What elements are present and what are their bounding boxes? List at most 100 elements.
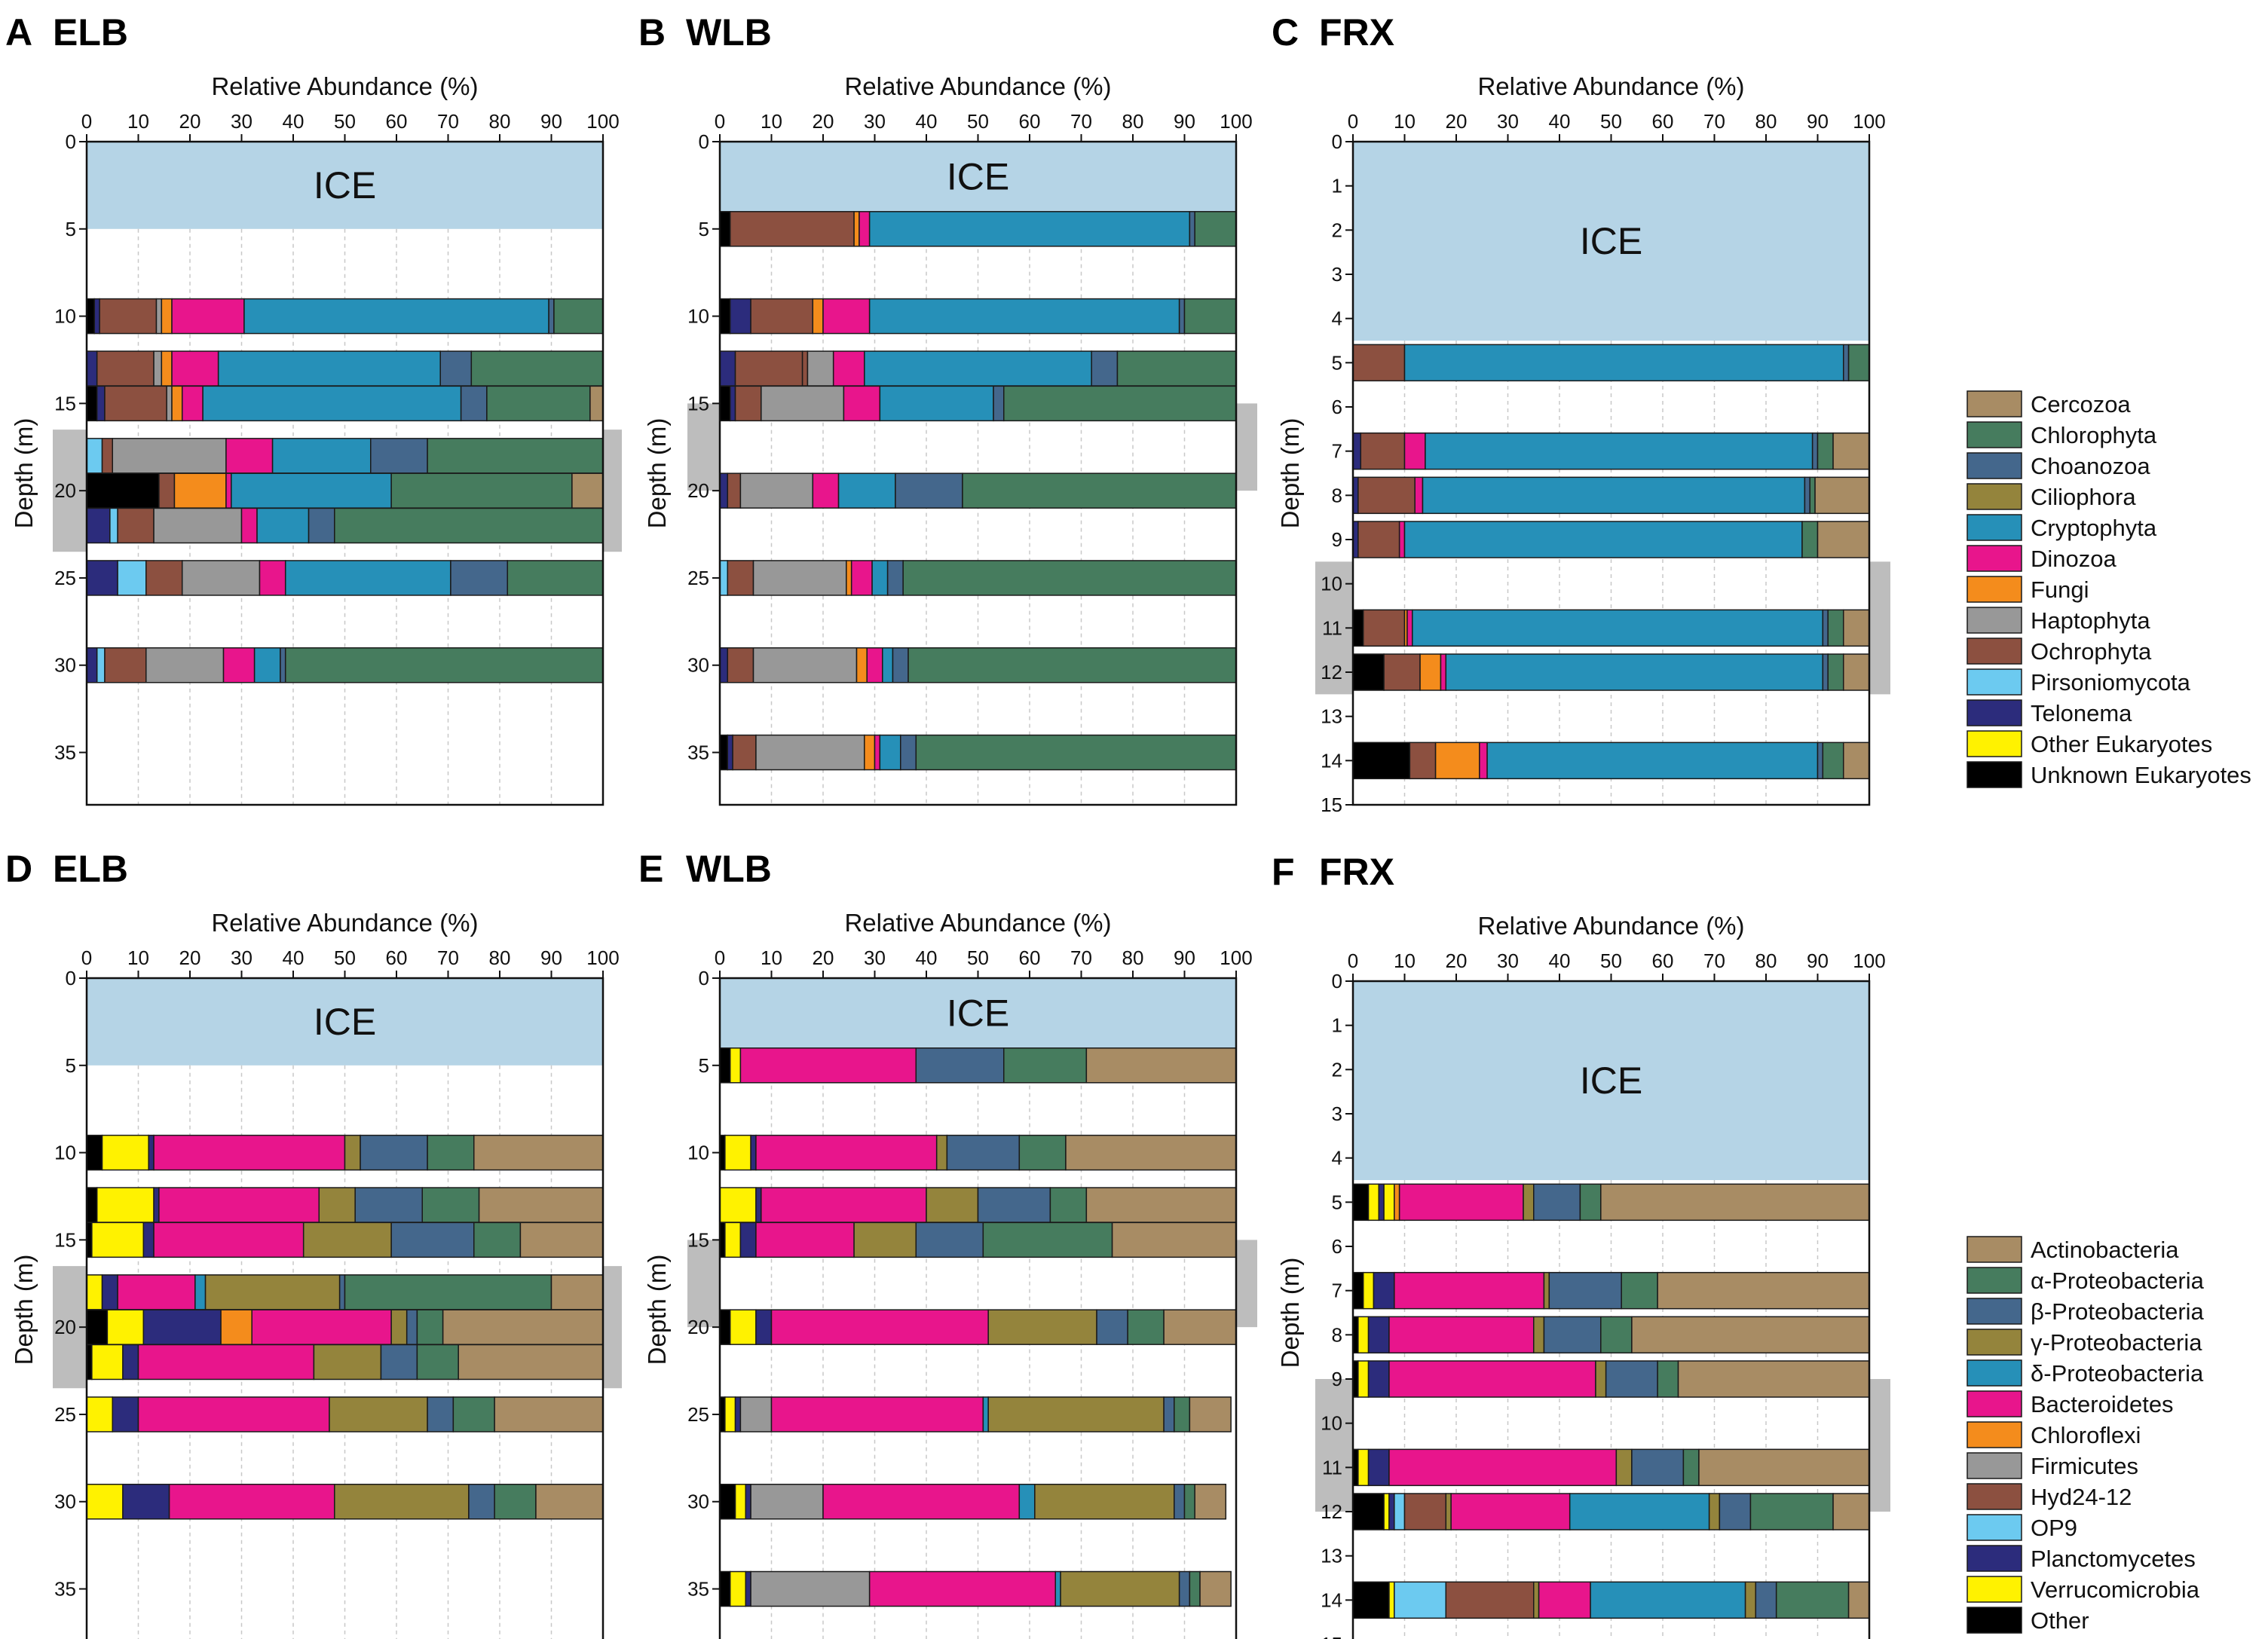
bar-segment-chlorophyta [902, 560, 1237, 596]
bar-segment-α-proteobacteria [1127, 1309, 1165, 1345]
bar-segment-unknown-eukaryotes [1352, 609, 1364, 647]
bar-segment-chlorophyta [1822, 742, 1844, 780]
legend-swatch [1967, 1483, 2022, 1510]
x-tick-label: 40 [1549, 949, 1571, 972]
bar-segment-telonema [93, 298, 100, 335]
bar-depth-35 [719, 1570, 1232, 1607]
y-tick-label: 3 [1332, 263, 1342, 286]
y-tick-label: 0 [699, 967, 709, 989]
bar-segment-fungi [161, 350, 173, 387]
y-tick-label: 35 [54, 1578, 76, 1601]
bar-segment-cercozoa [589, 385, 604, 422]
bar-segment-fungi [171, 385, 183, 422]
bar-depth-5 [1352, 1183, 1870, 1222]
y-tick-label: 25 [687, 567, 709, 589]
bar-segment-haptophyta [153, 507, 243, 544]
legend-swatch [1967, 1236, 2022, 1263]
bar-segment-planctomycetes [1367, 1448, 1390, 1487]
legend-entry: Chlorophyta [1967, 421, 2157, 448]
bar-segment-cryptophyta [868, 298, 1180, 335]
bar-segment-γ-proteobacteria [334, 1483, 470, 1520]
bar-segment-ochrophyta [734, 385, 762, 422]
x-axis-title: Relative Abundance (%) [211, 72, 478, 100]
bar-segment-cryptophyta [284, 560, 451, 596]
bar-segment-telonema [86, 350, 98, 387]
bar-segment-cryptophyta [253, 647, 281, 683]
x-tick-label: 100 [1220, 946, 1252, 969]
y-tick-label: 15 [1321, 1633, 1342, 1639]
bar-segment-verrucomicrobia [724, 1134, 751, 1171]
bar-segment-ochrophyta [1409, 742, 1437, 780]
bar-segment-dinozoa [171, 350, 219, 387]
bar-depth-11 [1352, 1448, 1870, 1487]
bar-segment-cryptophyta [1403, 344, 1844, 382]
bar-segment-actinobacteria [1199, 1570, 1232, 1607]
y-tick-label: 30 [687, 654, 709, 677]
bar-depth-9 [1352, 1360, 1870, 1398]
bar-segment-actinobacteria [1085, 1047, 1237, 1084]
x-tick-label: 10 [761, 946, 782, 969]
bar-segment-choanozoa [1811, 432, 1819, 470]
legend-entry: Hyd24-12 [1967, 1483, 2132, 1510]
bar-segment-γ-proteobacteria [987, 1396, 1165, 1433]
y-tick-label: 5 [66, 1054, 76, 1077]
bar-depth-7 [1352, 432, 1870, 470]
legend-label: β-Proteobacteria [2031, 1298, 2205, 1325]
bar-segment-choanozoa [450, 560, 509, 596]
bar-segment-haptophyta [755, 734, 865, 771]
x-tick-label: 30 [231, 110, 253, 133]
x-tick-label: 80 [1755, 110, 1777, 133]
bar-segment-verrucomicrobia [729, 1309, 757, 1345]
bar-depth-18 [86, 1274, 604, 1310]
bar-segment-cryptophyta [871, 560, 889, 596]
bar-depth-25 [719, 560, 1237, 596]
bar-segment-verrucomicrobia [106, 1309, 145, 1345]
bar-segment-bacteroidetes [1388, 1360, 1596, 1398]
bar-segment-pirsoniomycota [86, 438, 103, 474]
legend-swatch [1967, 1390, 2022, 1417]
bar-segment-ochrophyta [727, 472, 742, 509]
x-tick-label: 90 [1174, 110, 1195, 133]
bar-segment-choanozoa [1178, 298, 1186, 335]
bar-segment-chlorophyta [470, 350, 604, 387]
y-tick-label: 10 [687, 1142, 709, 1164]
bar-segment-γ-proteobacteria [329, 1396, 428, 1433]
legend-swatch [1967, 1576, 2022, 1603]
bar-segment-dinozoa [859, 211, 871, 247]
panel-site-label: FRX [1319, 11, 1394, 54]
bar-segment-unknown-eukaryotes [719, 734, 729, 771]
bar-segment-other [719, 1047, 731, 1084]
bar-segment-bacteroidetes [153, 1134, 346, 1171]
legend-entry: α-Proteobacteria [1967, 1267, 2205, 1294]
bar-segment-δ-proteobacteria [1590, 1581, 1746, 1619]
y-axis-title: Depth (m) [10, 418, 38, 529]
bar-segment-cryptophyta [864, 350, 1092, 387]
x-tick-label: 100 [1220, 110, 1252, 133]
bar-segment-planctomycetes [1367, 1360, 1390, 1398]
bar-depth-5 [719, 211, 1237, 247]
x-tick-label: 0 [1348, 949, 1358, 972]
bar-segment-choanozoa [439, 350, 473, 387]
bar-segment-γ-proteobacteria [987, 1309, 1097, 1345]
y-tick-label: 10 [1321, 573, 1342, 595]
bar-segment-unknown-eukaryotes [86, 472, 160, 509]
y-tick-label: 5 [699, 1054, 709, 1077]
y-tick-label: 20 [687, 479, 709, 502]
legend-label: Other Eukaryotes [2031, 731, 2212, 757]
bar-segment-fungi [1419, 653, 1442, 691]
x-axis-title: Relative Abundance (%) [844, 909, 1111, 937]
bar-segment-ochrophyta [1383, 653, 1421, 691]
legend-label: Choanozoa [2031, 453, 2150, 479]
bar-segment-verrucomicrobia [729, 1570, 747, 1607]
bar-segment-chlorophyta [1809, 476, 1816, 515]
y-tick-label: 14 [1321, 749, 1342, 772]
bar-segment-ochrophyta [729, 211, 855, 247]
bar-segment-choanozoa [280, 647, 286, 683]
bar-segment-actinobacteria [550, 1274, 604, 1310]
y-tick-label: 35 [687, 1578, 709, 1601]
panel-site-label: ELB [53, 11, 128, 54]
legend-swatch [1967, 1359, 2022, 1387]
x-tick-label: 30 [1497, 110, 1519, 133]
panel-letter: C [1272, 11, 1299, 54]
bar-segment-α-proteobacteria [1189, 1570, 1201, 1607]
